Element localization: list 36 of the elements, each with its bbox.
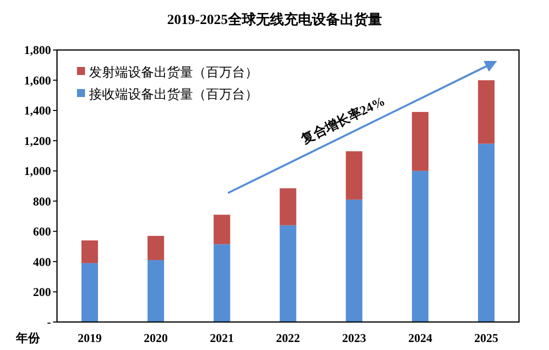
y-tick-label: 800: [33, 194, 51, 208]
bar: [148, 260, 164, 322]
y-tick-label: 600: [33, 224, 51, 239]
annotation: 复合增长率24%: [298, 93, 388, 148]
bar: [346, 200, 362, 322]
x-tick-label: 2020: [144, 331, 168, 345]
y-tick-label: 1,000: [24, 164, 51, 178]
x-tick-label: 2022: [276, 331, 300, 345]
bar: [280, 225, 296, 322]
y-tick-label: 400: [33, 254, 51, 269]
y-tick-label: 200: [33, 284, 51, 299]
x-tick-label: 2023: [342, 331, 366, 345]
bar: [478, 144, 495, 322]
y-tick-label: -: [47, 315, 51, 330]
x-tick-label: 2024: [408, 331, 432, 345]
bar: [478, 80, 495, 144]
legend-label: 发射端设备出货量（百万台）: [89, 64, 258, 80]
bar: [280, 188, 296, 226]
bar: [148, 236, 164, 260]
bar: [412, 170, 428, 322]
chart-title: 2019-2025全球无线充电设备出货量: [167, 11, 382, 28]
bar: [214, 214, 230, 244]
y-tick-label: 1,600: [24, 73, 51, 88]
x-tick-label: 2021: [210, 331, 234, 345]
y-tick-label: 1,400: [24, 104, 51, 118]
x-tick-label: 2025: [474, 331, 498, 345]
bar: [81, 240, 98, 264]
bar: [81, 263, 98, 322]
y-tick-label: 1,800: [24, 43, 51, 58]
x-tick-label: 2019: [78, 331, 102, 345]
x-axis-title: 年份: [15, 331, 41, 345]
legend-label: 接收端设备出货量（百万台）: [89, 86, 258, 102]
y-tick-label: 1,200: [24, 134, 51, 148]
bar: [214, 244, 230, 322]
bar: [346, 151, 362, 200]
bar: [412, 112, 428, 171]
